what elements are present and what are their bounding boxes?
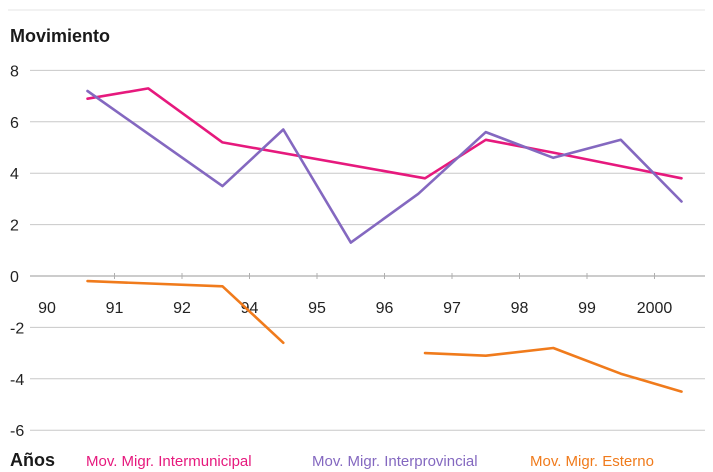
x-axis-label: Años	[10, 450, 55, 470]
x-tick-label: 92	[173, 300, 191, 317]
series-lines	[88, 88, 682, 391]
x-tick-label: 94	[241, 300, 259, 317]
y-tick-label: -2	[10, 320, 24, 337]
x-tick-label: 98	[511, 300, 529, 317]
x-tick-labels: 90 91 92 94 95 96 97 98 99 2000	[38, 300, 672, 317]
y-tick-label: -4	[10, 372, 24, 389]
series-line	[425, 348, 682, 392]
y-axis-label: Movimiento	[10, 26, 110, 46]
y-tick-label: 0	[10, 269, 19, 286]
x-tick-label: 96	[376, 300, 394, 317]
legend-item: Mov. Migr. Intermunicipal	[86, 453, 252, 470]
y-tick-label: 2	[10, 218, 19, 235]
legend-item: Mov. Migr. Esterno	[530, 453, 654, 470]
x-tick-label: 90	[38, 300, 56, 317]
gridlines	[30, 70, 705, 430]
series-line	[88, 91, 682, 243]
y-tick-labels: 8 6 4 2 0 -2 -4 -6	[10, 63, 24, 440]
y-tick-label: -6	[10, 423, 24, 440]
y-tick-label: 8	[10, 63, 19, 80]
x-tick-label: 91	[106, 300, 124, 317]
x-tick-label: 2000	[637, 300, 673, 317]
legend-item: Mov. Migr. Interprovincial	[312, 453, 478, 470]
legend: Años Mov. Migr. Intermunicipal Mov. Migr.…	[10, 450, 654, 470]
series-line	[88, 88, 682, 178]
y-tick-label: 4	[10, 166, 19, 183]
y-tick-label: 6	[10, 115, 19, 132]
x-tick-label: 97	[443, 300, 461, 317]
x-tick-label: 99	[578, 300, 596, 317]
x-tick-label: 95	[308, 300, 326, 317]
